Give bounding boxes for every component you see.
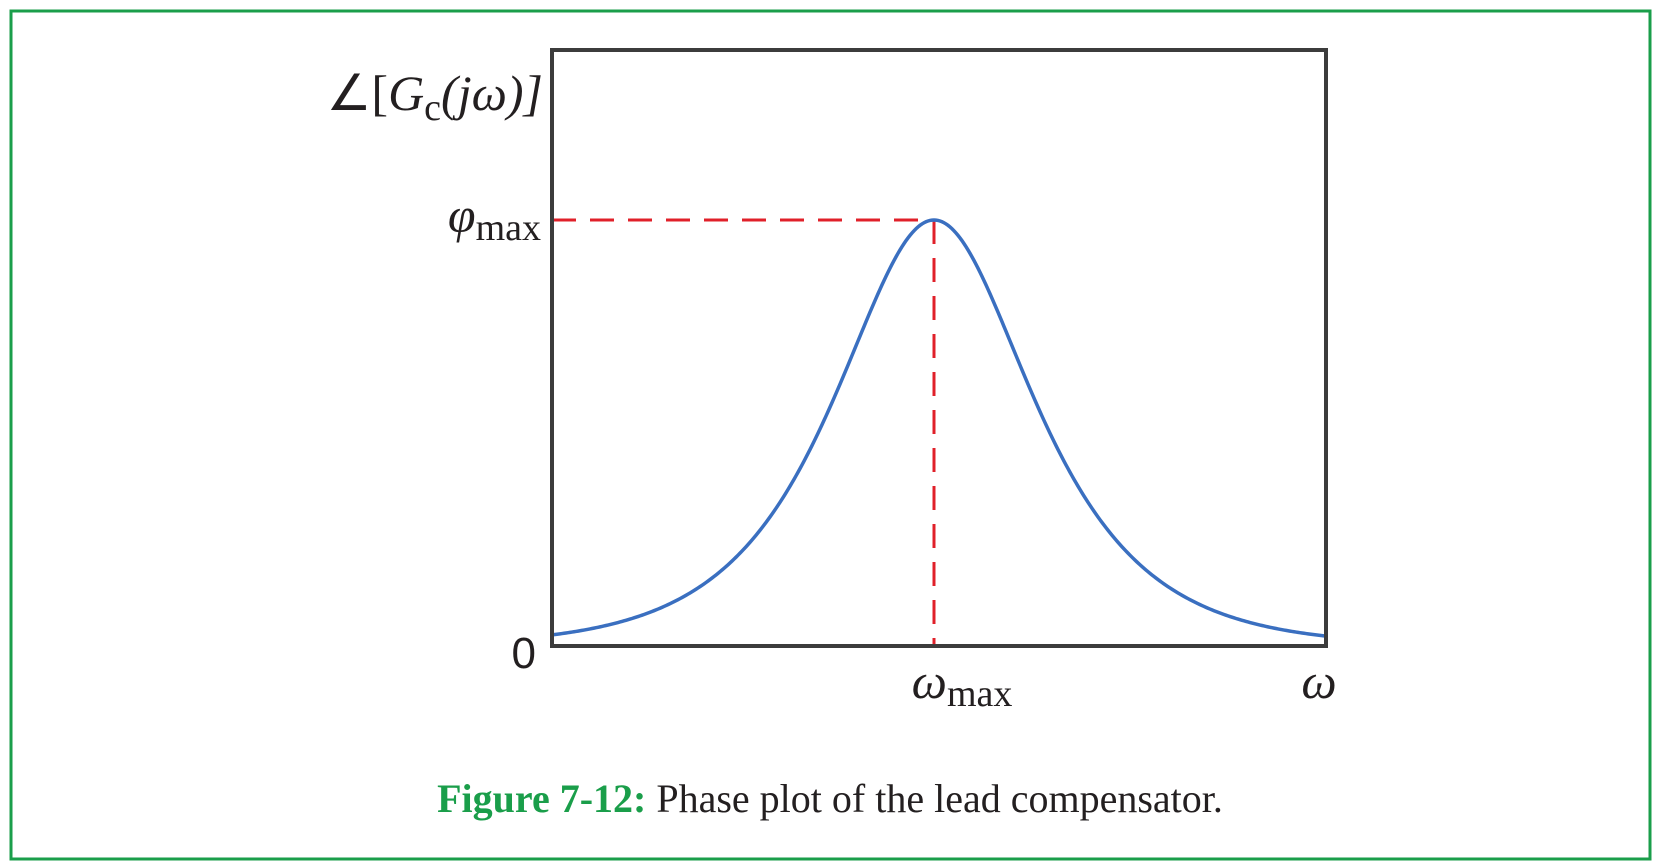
phi-subscript: max (476, 207, 541, 249)
caption: Figure 7-12: Phase plot of the lead comp… (437, 776, 1223, 821)
omega-subscript: max (947, 673, 1012, 715)
phase-curve (551, 218, 1327, 638)
figure-frame (9, 9, 1652, 861)
y-axis-label: ∠[Gc(jω)] (327, 65, 543, 129)
caption-text: Phase plot of the lead compensator. (656, 776, 1223, 821)
phi-symbol: φ (448, 187, 476, 243)
y-peak-label: φmax (448, 187, 541, 249)
y-zero-label: 0 (512, 629, 536, 678)
omega-symbol: ω (912, 653, 947, 709)
caption-label: Figure 7-12: (437, 776, 646, 821)
label-subscript: c (424, 87, 441, 129)
x-axis-label: ω (1301, 653, 1336, 709)
label-symbol: G (388, 65, 424, 121)
label-open: ∠[ (327, 65, 388, 121)
plot-frame (550, 48, 1328, 648)
label-close: (jω)] (441, 65, 543, 121)
x-peak-label: ωmax (912, 653, 1013, 715)
